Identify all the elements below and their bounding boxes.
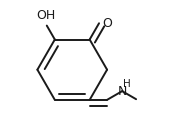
Text: N: N (117, 85, 127, 98)
Text: O: O (102, 17, 112, 30)
Text: OH: OH (36, 9, 55, 22)
Text: H: H (123, 79, 131, 89)
